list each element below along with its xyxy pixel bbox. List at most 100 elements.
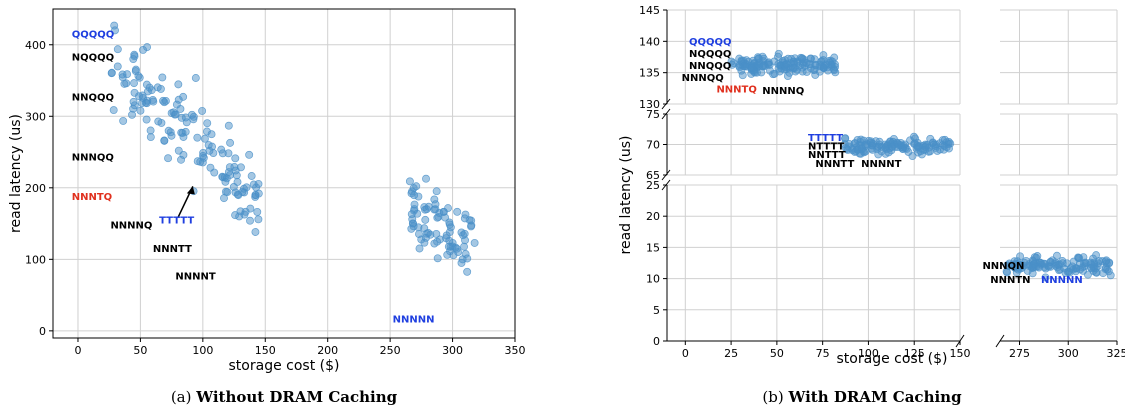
data-point (1016, 252, 1025, 261)
data-point (460, 242, 468, 251)
data-point (889, 134, 898, 143)
data-point (253, 207, 262, 216)
config-label: NNNNN (1041, 275, 1083, 286)
data-point (1002, 267, 1011, 276)
data-point (1054, 260, 1063, 269)
data-point (906, 136, 915, 145)
data-point (461, 210, 470, 219)
data-point (129, 55, 138, 63)
data-point (435, 235, 444, 244)
config-label: QQQQQ (689, 37, 732, 48)
data-point (111, 26, 119, 35)
data-point (188, 110, 196, 119)
data-point (1075, 254, 1084, 262)
data-point (874, 150, 883, 159)
data-point (430, 239, 439, 248)
config-label: NNNNN (393, 314, 435, 325)
data-point (433, 254, 442, 263)
data-point (431, 205, 440, 214)
config-label: TTTTT (808, 133, 843, 144)
y-tick-label: 25 (646, 179, 660, 192)
data-point (158, 73, 167, 82)
data-point (913, 141, 922, 150)
data-point (179, 92, 188, 101)
x-tick-label: 100 (858, 347, 879, 360)
data-point (107, 69, 116, 78)
data-point (861, 142, 870, 151)
x-tick-label: 100 (192, 344, 213, 357)
data-point (422, 174, 430, 183)
data-point (1087, 263, 1095, 272)
data-point (1040, 259, 1049, 268)
data-point (942, 143, 951, 152)
data-point (1014, 265, 1023, 274)
data-point (113, 45, 122, 54)
config-label: NNNNT (175, 271, 215, 282)
y-tick-label: 100 (25, 253, 46, 266)
data-point (421, 215, 430, 224)
config-label: NNNTN (990, 275, 1030, 286)
data-point (160, 136, 169, 145)
data-point (171, 110, 180, 119)
x-tick-label: 300 (1058, 347, 1079, 360)
config-label: NNNNT (861, 159, 901, 170)
caption-a: (a) Without DRAM Caching (171, 388, 398, 406)
data-point (830, 60, 839, 69)
data-point (142, 115, 151, 124)
data-point (123, 70, 132, 79)
data-point (220, 194, 228, 203)
data-point (146, 126, 155, 135)
data-point (446, 223, 455, 232)
data-point (852, 147, 860, 156)
data-point (164, 154, 173, 163)
data-point (1041, 273, 1050, 282)
data-point (224, 121, 233, 130)
data-point (206, 163, 215, 172)
data-point (139, 46, 147, 54)
data-point (453, 207, 462, 216)
data-point (138, 99, 146, 108)
data-point (738, 71, 747, 80)
data-point (405, 177, 414, 186)
data-point (181, 127, 190, 136)
data-point (136, 106, 145, 115)
data-point (887, 143, 896, 152)
data-point (203, 127, 211, 136)
data-point (153, 83, 162, 92)
caption-prefix: (b) (762, 388, 788, 406)
y-axis-label: read latency (us) (8, 114, 24, 233)
data-point (240, 210, 249, 219)
y-tick-label: 75 (646, 108, 660, 121)
data-point (217, 145, 226, 154)
data-point (172, 100, 181, 109)
caption-b: (b) With DRAM Caching (762, 388, 962, 406)
x-tick-label: 300 (442, 344, 463, 357)
data-point (130, 79, 138, 88)
y-tick-label: 145 (639, 4, 660, 17)
data-point (729, 59, 738, 68)
data-point (1028, 261, 1037, 270)
data-point (229, 182, 238, 191)
config-label: NQQQQ (72, 52, 114, 63)
data-point (223, 188, 232, 196)
axis-break-mark (995, 334, 1005, 348)
data-point (407, 224, 416, 233)
data-point (143, 87, 152, 96)
axis-break-mark (661, 179, 671, 191)
data-point (129, 97, 138, 106)
data-point (182, 118, 191, 127)
data-point (109, 106, 118, 115)
y-tick-label: 20 (646, 210, 660, 223)
data-point (191, 74, 200, 82)
data-point (799, 58, 808, 67)
data-point (174, 80, 183, 89)
y-axis-label: read latency (us) (618, 136, 634, 255)
caption-prefix: (a) (171, 388, 196, 406)
data-point (177, 113, 186, 122)
data-point (199, 152, 207, 160)
data-point (131, 67, 140, 76)
data-point (463, 267, 472, 276)
data-point (230, 163, 239, 171)
data-point (205, 146, 214, 155)
data-point (774, 49, 783, 58)
